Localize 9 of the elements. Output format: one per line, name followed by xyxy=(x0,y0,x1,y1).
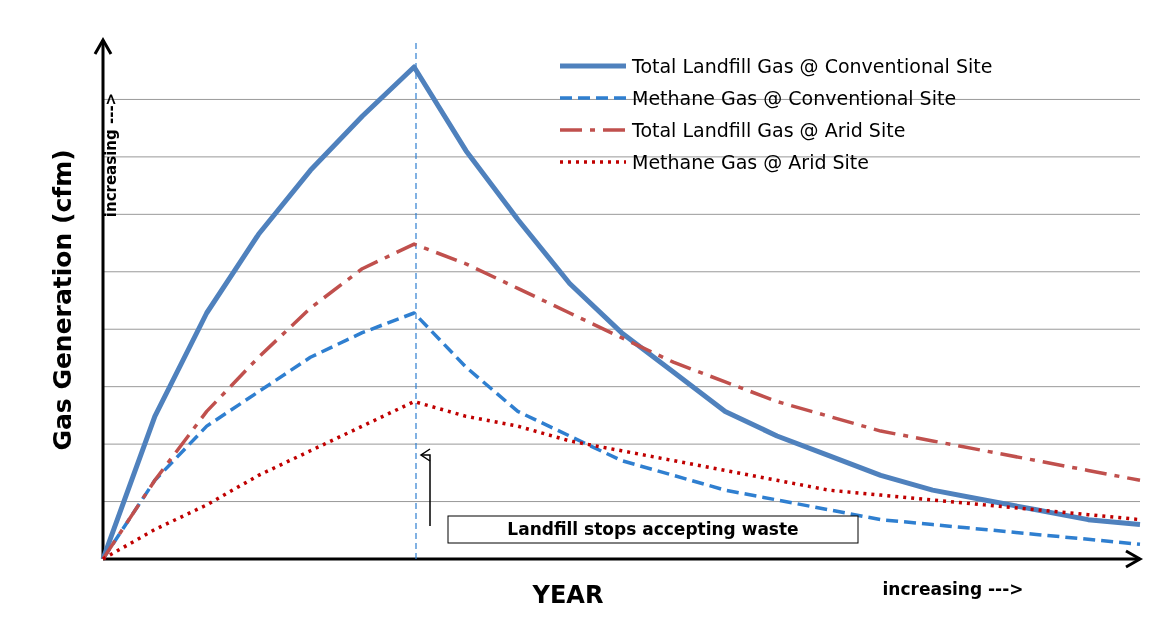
annotation: increasing ---> xyxy=(102,92,120,218)
legend-label: Methane Gas @ Conventional Site xyxy=(632,87,957,109)
legend-label: Total Landfill Gas @ Arid Site xyxy=(631,119,906,141)
annotation: Landfill stops accepting waste xyxy=(507,519,799,539)
legend-label: Total Landfill Gas @ Conventional Site xyxy=(631,55,993,77)
y-axis-title: Gas Generation (cfm) xyxy=(48,149,77,451)
text: increasing ---> xyxy=(882,579,1024,599)
x-axis-title: YEAR xyxy=(531,581,604,609)
legend-label: Methane Gas @ Arid Site xyxy=(632,151,869,173)
